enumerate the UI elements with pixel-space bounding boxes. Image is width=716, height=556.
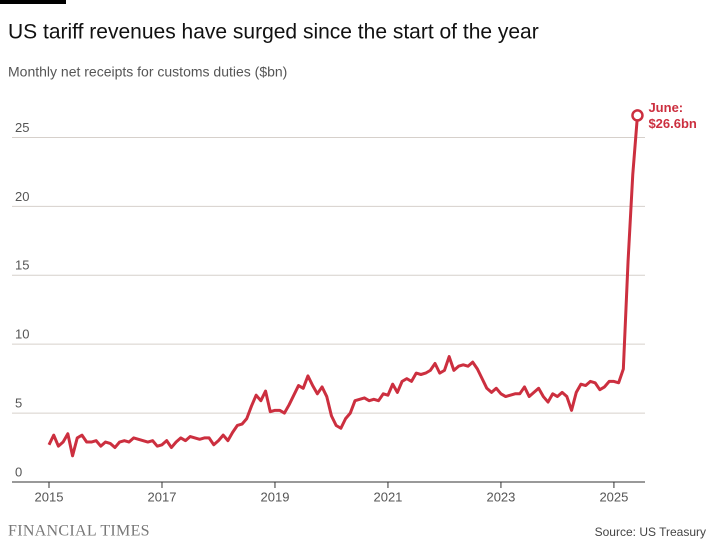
y-tick-label: 5 [15,396,22,411]
chart-subtitle: Monthly net receipts for customs duties … [8,64,287,80]
x-tick-label: 2021 [373,489,402,504]
y-tick-label: 10 [15,327,29,342]
brand: FINANCIAL TIMES [8,523,150,540]
x-tick-label: 2015 [35,489,64,504]
y-tick-label: 20 [15,189,29,204]
y-tick-label: 15 [15,258,29,273]
x-tick-label: 2019 [261,489,290,504]
y-tick-label: 0 [15,464,22,479]
annotation: June: [648,100,683,115]
x-tick-label: 2025 [599,489,628,504]
source: Source: US Treasury [595,525,706,539]
line [47,115,639,458]
y-tick-label: 25 [15,120,29,135]
end-marker [631,109,644,122]
annotation: $26.6bn [648,116,696,131]
x-tick-label: 2023 [486,489,515,504]
x-tick-label: 2017 [148,489,177,504]
brand-bar [0,0,66,4]
chart-title: US tariff revenues have surged since the… [8,21,539,44]
